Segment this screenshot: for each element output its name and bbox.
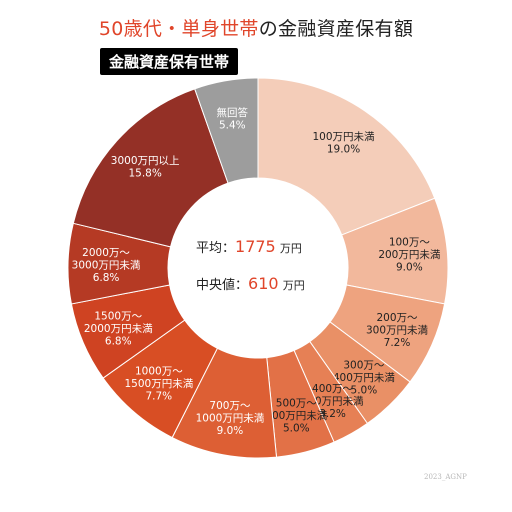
- slice-percent-1: 9.0%: [396, 261, 423, 273]
- slice-category-10: 3000万円以上: [111, 155, 180, 167]
- slice-label-0: 100万円未満 19.0%: [312, 131, 375, 156]
- slice-0: [257, 77, 436, 236]
- slice-category-4: 400万～: [312, 383, 354, 395]
- slice-percent-4: 3.2%: [319, 408, 346, 420]
- slice-category-7: 1500万円未満: [124, 378, 193, 390]
- slice-category-8: 2000万円未満: [84, 323, 153, 335]
- slice-percent-7: 7.7%: [145, 391, 172, 403]
- slice-label-3: 300万～ 400万円未満 5.0%: [333, 360, 396, 397]
- chart-title: 50歳代・単身世帯の金融資産保有額: [0, 14, 512, 41]
- slice-10: [72, 88, 229, 248]
- slice-label-7: 1000万～ 1500万円未満 7.7%: [124, 366, 193, 403]
- slice-label-2: 200万～ 300万円未満 7.2%: [366, 312, 429, 349]
- credit-text: 2023_AGNP: [424, 473, 467, 481]
- mean-label: 平均：: [196, 241, 236, 256]
- slice-category-9: 3000万円未満: [72, 259, 141, 271]
- median-value: 610: [248, 274, 279, 293]
- slice-category-5: 500万～: [276, 398, 318, 410]
- slice-category-6: 700万～: [209, 400, 251, 412]
- mean-unit: 万円: [279, 242, 302, 255]
- median-label: 中央値：: [196, 278, 249, 293]
- slice-category-1: 200万円未満: [378, 249, 441, 261]
- mean-value: 1775: [235, 237, 276, 256]
- slice-percent-6: 9.0%: [217, 425, 244, 437]
- slice-category-9: 2000万～: [82, 247, 130, 259]
- slice-category-0: 100万円未満: [312, 131, 375, 143]
- chart-title-accent: 50歳代・単身世帯: [98, 18, 259, 40]
- slice-label-8: 1500万～ 2000万円未満 6.8%: [84, 310, 153, 347]
- category-badge: 金融資産保有世帯: [100, 48, 239, 75]
- chart-title-rest: の金融資産保有額: [258, 18, 414, 40]
- slice-percent-10: 15.8%: [128, 167, 161, 179]
- slice-category-5: 700万円未満: [265, 410, 328, 422]
- slice-category-2: 300万円未満: [366, 325, 429, 337]
- slice-percent-8: 6.8%: [105, 335, 132, 347]
- slice-percent-2: 7.2%: [384, 337, 411, 349]
- slice-category-11: 無回答: [217, 106, 249, 119]
- slice-category-7: 1000万～: [135, 366, 183, 378]
- slice-label-6: 700万～ 1000万円未満 9.0%: [196, 400, 265, 437]
- slice-percent-9: 6.8%: [93, 272, 120, 284]
- slice-percent-11: 5.4%: [219, 119, 246, 131]
- slice-category-3: 300万～: [343, 360, 385, 372]
- slice-category-1: 100万～: [389, 236, 431, 248]
- slice-category-6: 1000万円未満: [196, 412, 265, 424]
- slice-category-3: 400万円未満: [333, 372, 396, 384]
- slice-percent-3: 5.0%: [351, 385, 378, 397]
- slice-category-2: 200万～: [376, 312, 418, 324]
- median-unit: 万円: [282, 279, 305, 292]
- slice-percent-5: 5.0%: [283, 423, 310, 435]
- slice-label-9: 2000万～ 3000万円未満 6.8%: [72, 247, 141, 284]
- center-stats: 平均：1775 万円 中央値：610 万円: [196, 237, 328, 294]
- slice-label-5: 500万～ 700万円未満 5.0%: [265, 398, 328, 435]
- slice-label-1: 100万～ 200万円未満 9.0%: [378, 236, 441, 273]
- mean-row: 平均：1775 万円: [196, 237, 328, 257]
- slice-category-8: 1500万～: [94, 310, 142, 322]
- slice-label-11: 無回答 5.4%: [217, 106, 249, 132]
- slice-11: [194, 77, 259, 184]
- slice-percent-0: 19.0%: [327, 144, 360, 156]
- median-row: 中央値：610 万円: [196, 274, 328, 294]
- slice-label-10: 3000万円以上 15.8%: [111, 155, 180, 180]
